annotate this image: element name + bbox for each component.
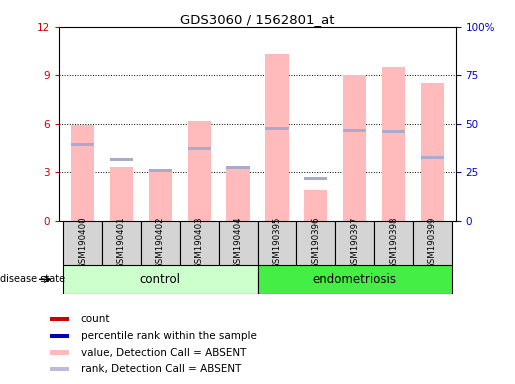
Bar <box>63 265 258 294</box>
Bar <box>413 221 452 265</box>
Bar <box>110 158 133 161</box>
Text: rank, Detection Call = ABSENT: rank, Detection Call = ABSENT <box>81 364 241 374</box>
Bar <box>421 83 444 221</box>
Bar <box>335 221 374 265</box>
Bar <box>343 129 366 132</box>
Bar <box>343 75 366 221</box>
Bar <box>382 131 405 133</box>
Bar <box>63 221 102 265</box>
Bar <box>50 367 70 371</box>
Text: value, Detection Call = ABSENT: value, Detection Call = ABSENT <box>81 348 246 358</box>
Text: GSM190403: GSM190403 <box>195 217 204 269</box>
Text: disease state: disease state <box>0 274 65 285</box>
Bar <box>149 169 172 221</box>
Bar <box>219 221 258 265</box>
Bar <box>187 147 211 149</box>
Bar <box>296 221 335 265</box>
Bar <box>227 167 250 221</box>
Text: count: count <box>81 314 110 324</box>
Bar <box>187 121 211 221</box>
Text: GSM190399: GSM190399 <box>428 217 437 269</box>
Bar <box>71 126 94 221</box>
Text: GSM190396: GSM190396 <box>311 217 320 269</box>
Bar <box>374 221 413 265</box>
Bar <box>304 190 328 221</box>
Bar <box>382 67 405 221</box>
Title: GDS3060 / 1562801_at: GDS3060 / 1562801_at <box>180 13 335 26</box>
Bar <box>227 166 250 169</box>
Bar <box>180 221 219 265</box>
Text: endometriosis: endometriosis <box>313 273 397 286</box>
Text: percentile rank within the sample: percentile rank within the sample <box>81 331 256 341</box>
Text: control: control <box>140 273 181 286</box>
Text: GSM190395: GSM190395 <box>272 217 281 269</box>
Bar <box>141 221 180 265</box>
Bar <box>102 221 141 265</box>
Bar <box>258 265 452 294</box>
Bar <box>50 334 70 338</box>
Bar <box>50 351 70 354</box>
Bar <box>110 167 133 221</box>
Bar <box>71 143 94 146</box>
Bar <box>258 221 296 265</box>
Bar <box>149 169 172 172</box>
Bar <box>50 317 70 321</box>
Bar <box>421 156 444 159</box>
Text: GSM190400: GSM190400 <box>78 217 87 269</box>
Text: GSM190404: GSM190404 <box>234 217 243 269</box>
Text: GSM190397: GSM190397 <box>350 217 359 269</box>
Bar <box>265 127 288 130</box>
Text: GSM190398: GSM190398 <box>389 217 398 269</box>
Bar <box>304 177 328 180</box>
Text: GSM190401: GSM190401 <box>117 217 126 269</box>
Text: GSM190402: GSM190402 <box>156 217 165 269</box>
Bar <box>265 55 288 221</box>
